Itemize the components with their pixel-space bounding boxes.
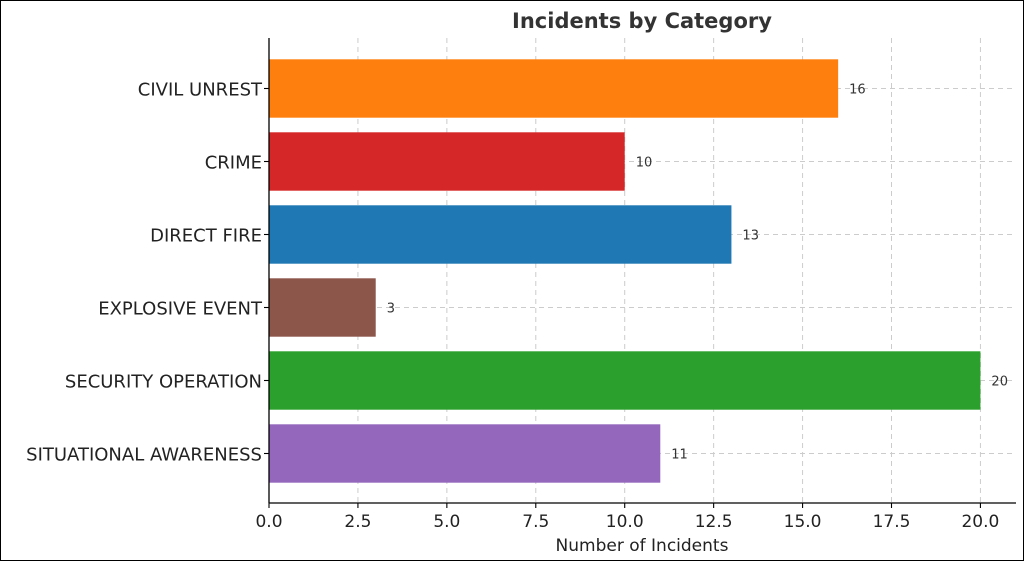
category-label: SITUATIONAL AWARENESS <box>26 445 262 466</box>
bar <box>269 132 625 191</box>
bar <box>269 278 376 337</box>
bar-value-label: 10 <box>636 156 653 171</box>
category-label: CRIME <box>205 153 262 174</box>
bar-value-label: 20 <box>991 375 1008 390</box>
value-labels: 16 10 13 3 20 11 <box>387 83 1008 463</box>
category-labels: CIVIL UNREST CRIME DIRECT FIRE EXPLOSIVE EV… <box>26 80 269 466</box>
x-tick-label: 12.5 <box>695 512 733 532</box>
x-axis-title: Number of Incidents <box>556 536 729 556</box>
x-tick-label: 2.5 <box>344 512 371 532</box>
category-label: CIVIL UNREST <box>138 80 263 101</box>
bar-value-label: 13 <box>742 229 759 244</box>
bar-value-label: 3 <box>387 302 395 317</box>
x-tick-label: 10.0 <box>606 512 644 532</box>
bar <box>269 59 839 118</box>
axes <box>268 38 1016 504</box>
chart-title: Incidents by Category <box>512 9 772 33</box>
x-tick-label: 5.0 <box>433 512 460 532</box>
bar-value-label: 16 <box>849 83 866 98</box>
x-tick-label: 20.0 <box>961 512 999 532</box>
bar <box>269 205 732 264</box>
category-label: DIRECT FIRE <box>150 226 262 247</box>
category-label: SECURITY OPERATION <box>65 372 262 393</box>
bars <box>269 59 981 483</box>
x-tick-label: 7.5 <box>522 512 549 532</box>
bar-value-label: 11 <box>671 448 688 463</box>
bar <box>269 424 661 483</box>
bar <box>269 351 981 410</box>
x-tick-label: 17.5 <box>873 512 911 532</box>
category-label: EXPLOSIVE EVENT <box>98 299 263 320</box>
x-ticks: 0.0 2.5 5.0 7.5 10.0 12.5 15.0 17.5 20.0 <box>255 503 999 532</box>
x-tick-label: 0.0 <box>255 512 282 532</box>
x-tick-label: 15.0 <box>784 512 822 532</box>
